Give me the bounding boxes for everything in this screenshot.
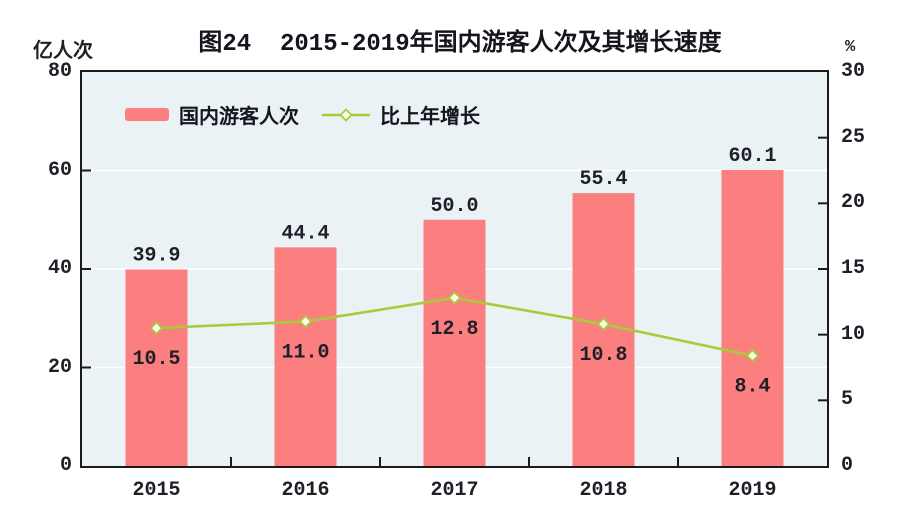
right-axis-tick-label-20: 20 bbox=[841, 191, 866, 215]
line-marker-2017 bbox=[447, 291, 462, 305]
bar-value-label-2017: 50.0 bbox=[430, 195, 478, 218]
bar-value-label-2015: 39.9 bbox=[132, 244, 180, 267]
bar-legend-swatch bbox=[125, 108, 169, 121]
right-axis-tick-label-15: 15 bbox=[841, 257, 866, 280]
left-axis-tick-label-0: 0 bbox=[59, 454, 72, 477]
line-marker-2015 bbox=[149, 321, 164, 335]
line-value-label-2017: 12.8 bbox=[430, 318, 478, 341]
x-axis-label-2019: 2019 bbox=[728, 479, 777, 502]
plot-canvas: 39.9 44.4 50.0 55.4 60.1 10.5 11.0 12.8 10.8 8.4 bbox=[82, 72, 827, 466]
left-axis-tick-label-20: 20 bbox=[47, 355, 72, 379]
plot-area: 39.9 44.4 50.0 55.4 60.1 10.5 11.0 12.8 10.8 8.4 … bbox=[80, 70, 829, 468]
x-axis-label-2017: 2017 bbox=[430, 479, 479, 502]
right-axis-tick-label-25: 25 bbox=[841, 125, 866, 149]
line-value-label-2015: 10.5 bbox=[132, 348, 180, 371]
chart-title: 图24 2015-2019年国内游客人次及其增长速度 bbox=[198, 31, 722, 58]
right-axis-tick-label-30: 30 bbox=[841, 60, 866, 83]
legend: 国内游客人次 比上年增长 bbox=[125, 100, 480, 129]
x-axis-label-2015: 2015 bbox=[132, 479, 181, 502]
right-axis-tick-label-10: 10 bbox=[841, 322, 866, 346]
line-marker-2016 bbox=[298, 314, 313, 329]
line-value-label-2016: 11.0 bbox=[281, 342, 329, 365]
bar-2019 bbox=[721, 170, 784, 466]
bar-value-label-2018: 55.4 bbox=[579, 168, 627, 191]
right-axis-tick-label-0: 0 bbox=[841, 454, 854, 477]
bar-legend-label: 国内游客人次 bbox=[179, 106, 299, 128]
line-value-label-2018: 10.8 bbox=[579, 344, 627, 367]
right-axis-tick-label-5: 5 bbox=[841, 388, 854, 412]
left-axis-tick-label-40: 40 bbox=[47, 257, 72, 280]
line-legend-swatch-icon bbox=[322, 107, 370, 122]
x-axis-label-2018: 2018 bbox=[579, 479, 628, 502]
line-marker-2018 bbox=[596, 317, 611, 331]
line-value-label-2019: 8.4 bbox=[734, 376, 770, 399]
right-axis-unit-label: % bbox=[845, 38, 856, 57]
x-axis-label-2016: 2016 bbox=[281, 479, 330, 502]
line-marker-2019 bbox=[745, 348, 760, 363]
bar-2015 bbox=[125, 269, 188, 466]
legend-diamond bbox=[339, 107, 353, 122]
bar-2017 bbox=[423, 219, 486, 466]
left-axis-unit-label: 亿人次 bbox=[33, 40, 93, 62]
bar-2016 bbox=[274, 247, 337, 466]
left-axis-tick-label-60: 60 bbox=[47, 158, 72, 182]
bar-value-label-2016: 44.4 bbox=[281, 222, 329, 245]
bar-value-label-2019: 60.1 bbox=[728, 145, 776, 168]
left-axis-tick-label-80: 80 bbox=[47, 60, 72, 83]
line-legend-label: 比上年增长 bbox=[380, 106, 480, 128]
